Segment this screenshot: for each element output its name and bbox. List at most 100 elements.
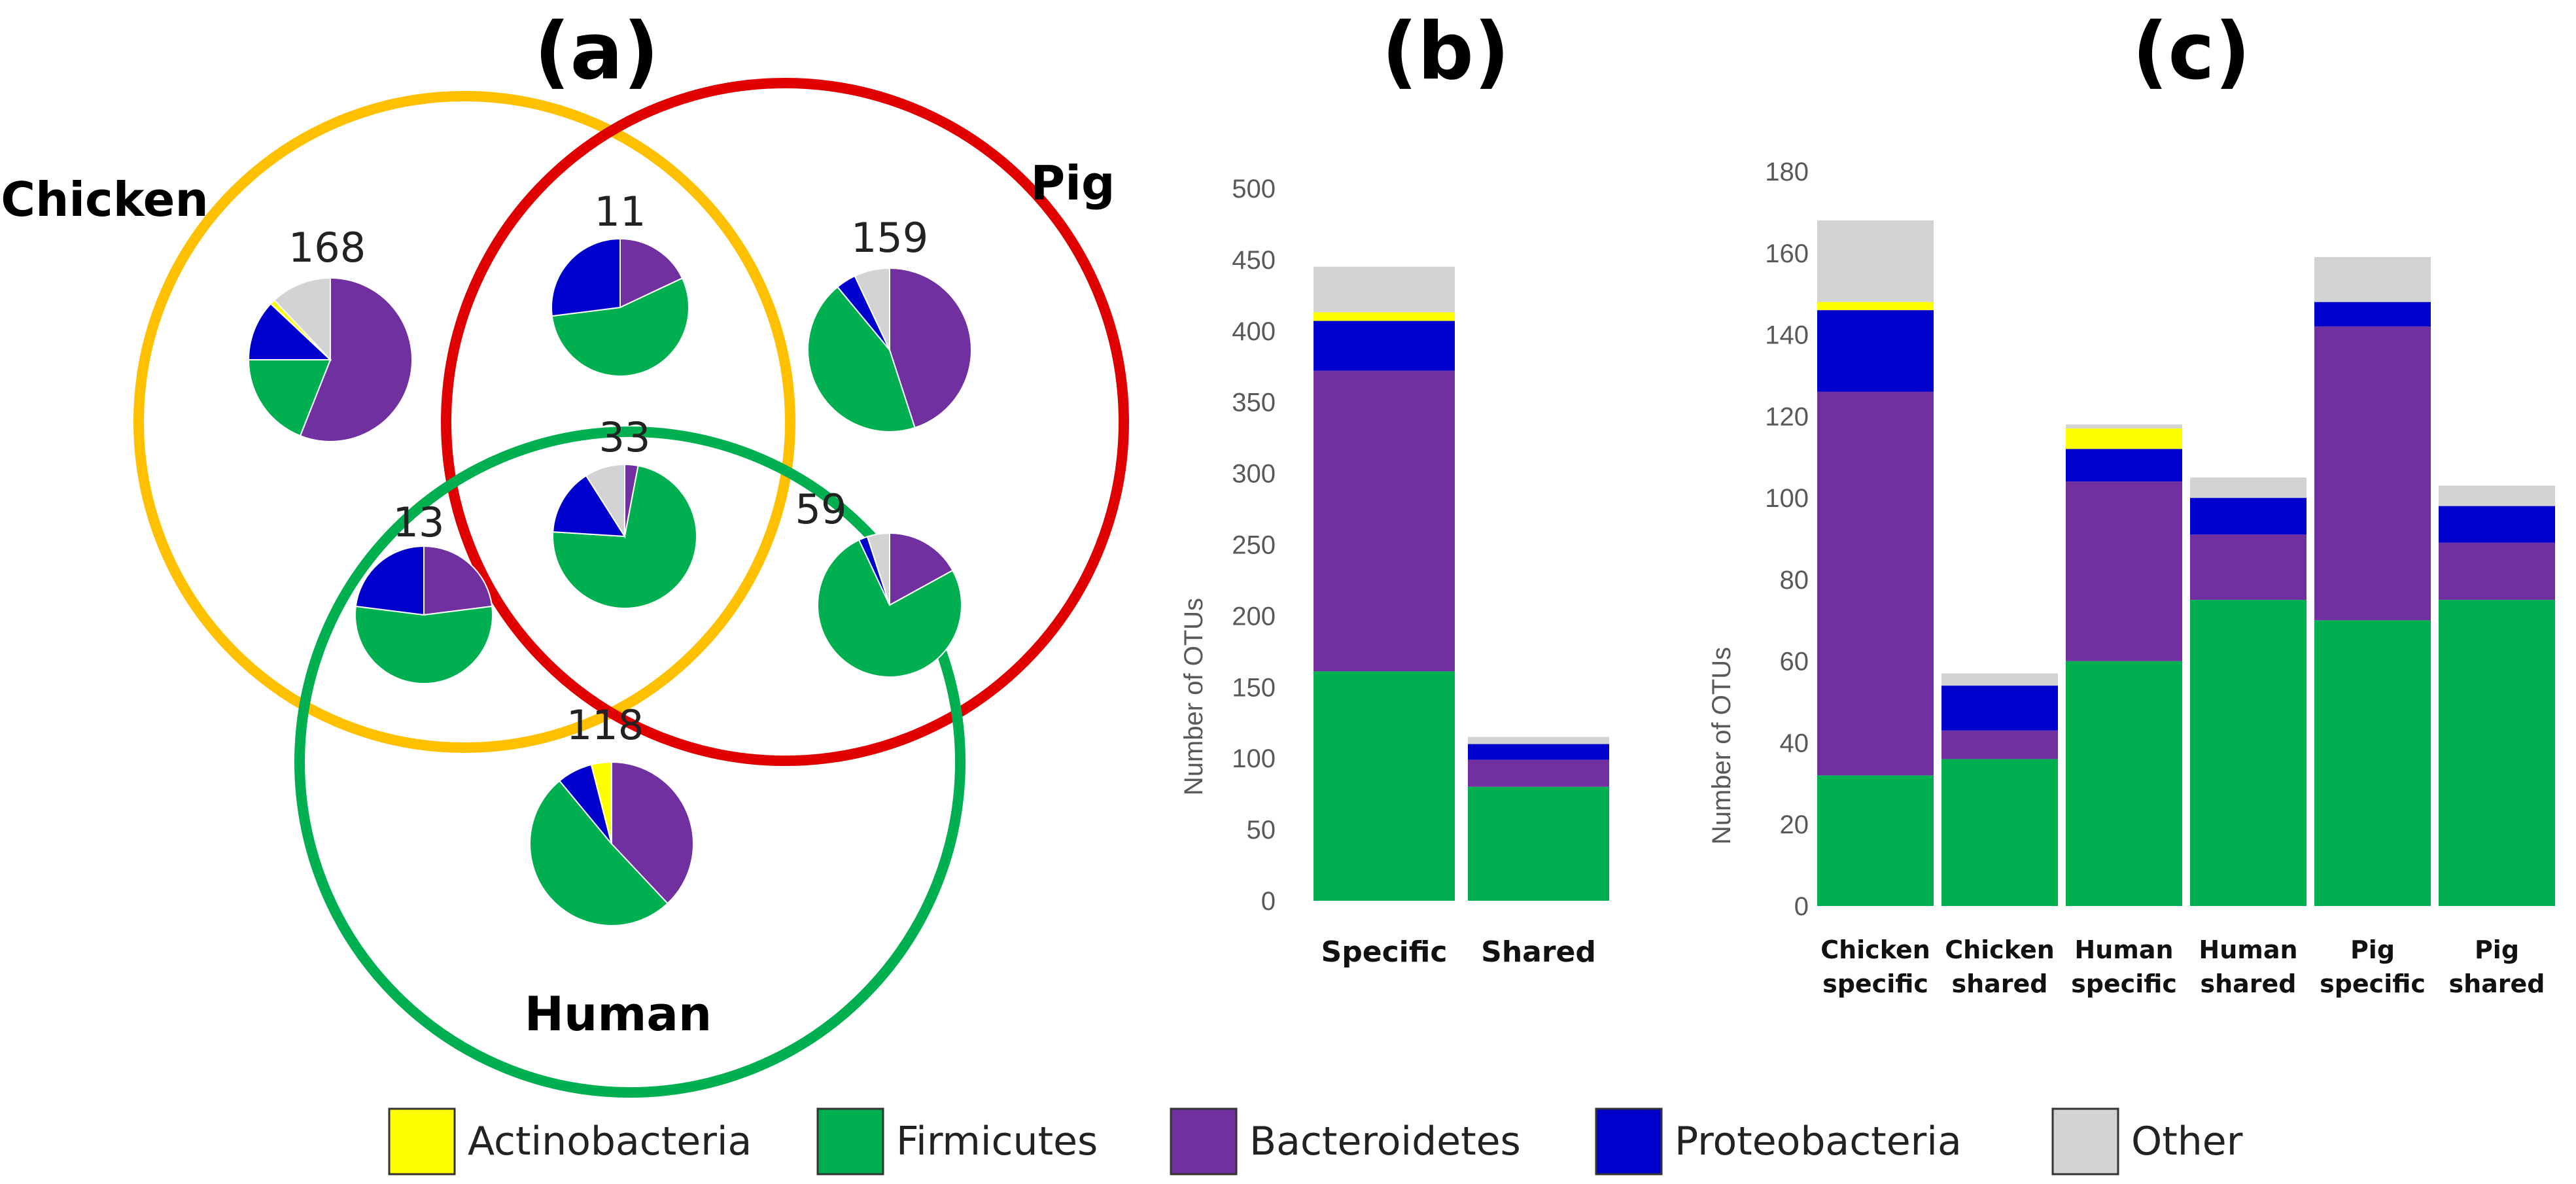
pie-human-only [529, 761, 694, 926]
pie-slice-firmicutes [817, 539, 962, 678]
pie-chicken-pig [551, 237, 689, 377]
category-label: Chicken [1945, 935, 2055, 964]
pie-all-three [552, 463, 697, 609]
legend-label: Bacteroidetes [1249, 1119, 1521, 1164]
pie-slice-bacteroidetes [889, 532, 954, 606]
y-tick-label: 50 [1247, 816, 1276, 844]
bar-segment-proteobacteria [2066, 449, 2182, 482]
bar-segment-firmicutes [1468, 786, 1609, 901]
pie-slice-other [854, 267, 890, 351]
legend-swatch [2051, 1107, 2119, 1175]
y-tick-label: 100 [1765, 484, 1809, 513]
y-tick-label: 0 [1261, 887, 1276, 916]
bar-segment-other [1817, 220, 1934, 302]
pig-circle [441, 78, 1129, 766]
legend-swatch [1170, 1107, 1238, 1175]
y-tick-label: 450 [1232, 246, 1276, 275]
bar-segment-firmicutes [1817, 775, 1934, 906]
category-label: Pig [2475, 935, 2519, 964]
bar-segment-other [1468, 737, 1609, 744]
region-count-pig-human: 59 [795, 485, 847, 533]
category-label: specific [2071, 969, 2177, 998]
bar-segment-other [1314, 266, 1455, 313]
pie-chicken-human [355, 545, 493, 684]
bar-segment-bacteroidetes [1941, 730, 2058, 759]
bar-segment-firmicutes [2066, 661, 2182, 906]
y-tick-label: 180 [1765, 158, 1809, 186]
category-label: shared [2200, 969, 2296, 998]
y-tick-label: 100 [1232, 744, 1276, 773]
bar-segment-other [2066, 424, 2182, 429]
category-label: Human [2074, 935, 2173, 964]
bar-segment-bacteroidetes [1817, 391, 1934, 776]
category-label: Chicken [1820, 935, 1930, 964]
panel-c-title: (c) [2132, 7, 2251, 97]
bar-segment-proteobacteria [2439, 506, 2555, 543]
bar-segment-firmicutes [1314, 671, 1455, 901]
panel-a-title: (a) [534, 7, 659, 97]
chicken-label: Chicken [1, 172, 209, 227]
legend-item-bacteroidetes: Bacteroidetes [1170, 1107, 1521, 1175]
pie-slice-actinobacteria [590, 761, 612, 844]
y-tick-label: 200 [1232, 602, 1276, 631]
category-label: shared [1951, 969, 2047, 998]
legend: Actinobacteria Firmicutes Bacteroidetes Pro… [388, 1107, 2243, 1175]
pie-slice-bacteroidetes [423, 545, 493, 616]
category-label: Specific [1321, 935, 1448, 969]
bar-segment-other [2190, 477, 2306, 498]
bar-segment-bacteroidetes [2314, 326, 2431, 621]
pie-slice-bacteroidetes [611, 761, 694, 905]
bar-segment-proteobacteria [1314, 321, 1455, 371]
panel-a-venn: (a) Chicken Pig Human 168 11 159 33 13 59 118 [1, 7, 1129, 1098]
region-count-chicken-human: 13 [393, 498, 445, 546]
panel-c-chart: (c) Number of OTUs 0 20 40 60 80 100 120 140 160… [1707, 7, 2555, 998]
pie-slice-firmicutes [355, 605, 493, 684]
bar-segment-other [1941, 673, 2058, 686]
y-tick-label: 250 [1232, 531, 1276, 560]
bar-segment-firmicutes [2314, 620, 2431, 906]
bar-segment-bacteroidetes [2190, 534, 2306, 601]
pie-slice-proteobacteria [551, 237, 621, 317]
bar-segment-firmicutes [2190, 600, 2306, 906]
bar-segment-actinobacteria [1817, 302, 1934, 311]
legend-item-actinobacteria: Actinobacteria [388, 1107, 752, 1175]
panel-b-title: (b) [1382, 7, 1510, 97]
pie-slice-other [585, 463, 625, 539]
bar-segment-proteobacteria [2190, 498, 2306, 535]
legend-item-firmicutes: Firmicutes [816, 1107, 1098, 1175]
pie-pig-only [807, 267, 972, 432]
bar-segment-bacteroidetes [1314, 370, 1455, 672]
y-tick-label: 20 [1780, 810, 1809, 839]
pie-chicken-only [247, 277, 413, 442]
pie-slice-other [273, 277, 331, 362]
y-tick-label: 400 [1232, 317, 1276, 346]
y-tick-label: 120 [1765, 402, 1809, 431]
category-label: specific [1822, 969, 1928, 998]
legend-label: Other [2131, 1119, 2243, 1164]
category-label: Shared [1481, 935, 1596, 969]
human-circle [294, 427, 966, 1098]
pie-slice-bacteroidetes [889, 267, 972, 429]
pig-label: Pig [1031, 156, 1115, 211]
bar-segment-proteobacteria [1941, 686, 2058, 731]
y-tick-label: 160 [1765, 239, 1809, 268]
bar-segment-actinobacteria [2066, 428, 2182, 449]
category-label: specific [2320, 969, 2426, 998]
region-count-pig-only: 159 [851, 214, 928, 262]
legend-swatch [388, 1107, 456, 1175]
y-tick-label: 80 [1780, 566, 1809, 595]
region-count-human-only: 118 [566, 701, 644, 749]
y-tick-label: 0 [1794, 892, 1809, 921]
y-tick-label: 150 [1232, 673, 1276, 702]
panel-b-ylabel: Number of OTUs [1179, 598, 1208, 795]
pie-slice-firmicutes [247, 359, 332, 437]
category-label: Human [2199, 935, 2297, 964]
pie-slice-proteobacteria [355, 545, 425, 616]
panel-c-ylabel: Number of OTUs [1707, 647, 1736, 844]
category-label: shared [2448, 969, 2545, 998]
region-count-chicken-only: 168 [288, 224, 366, 271]
bar-segment-bacteroidetes [2439, 542, 2555, 601]
legend-item-proteobacteria: Proteobacteria [1595, 1107, 1962, 1175]
category-label: Pig [2350, 935, 2395, 964]
